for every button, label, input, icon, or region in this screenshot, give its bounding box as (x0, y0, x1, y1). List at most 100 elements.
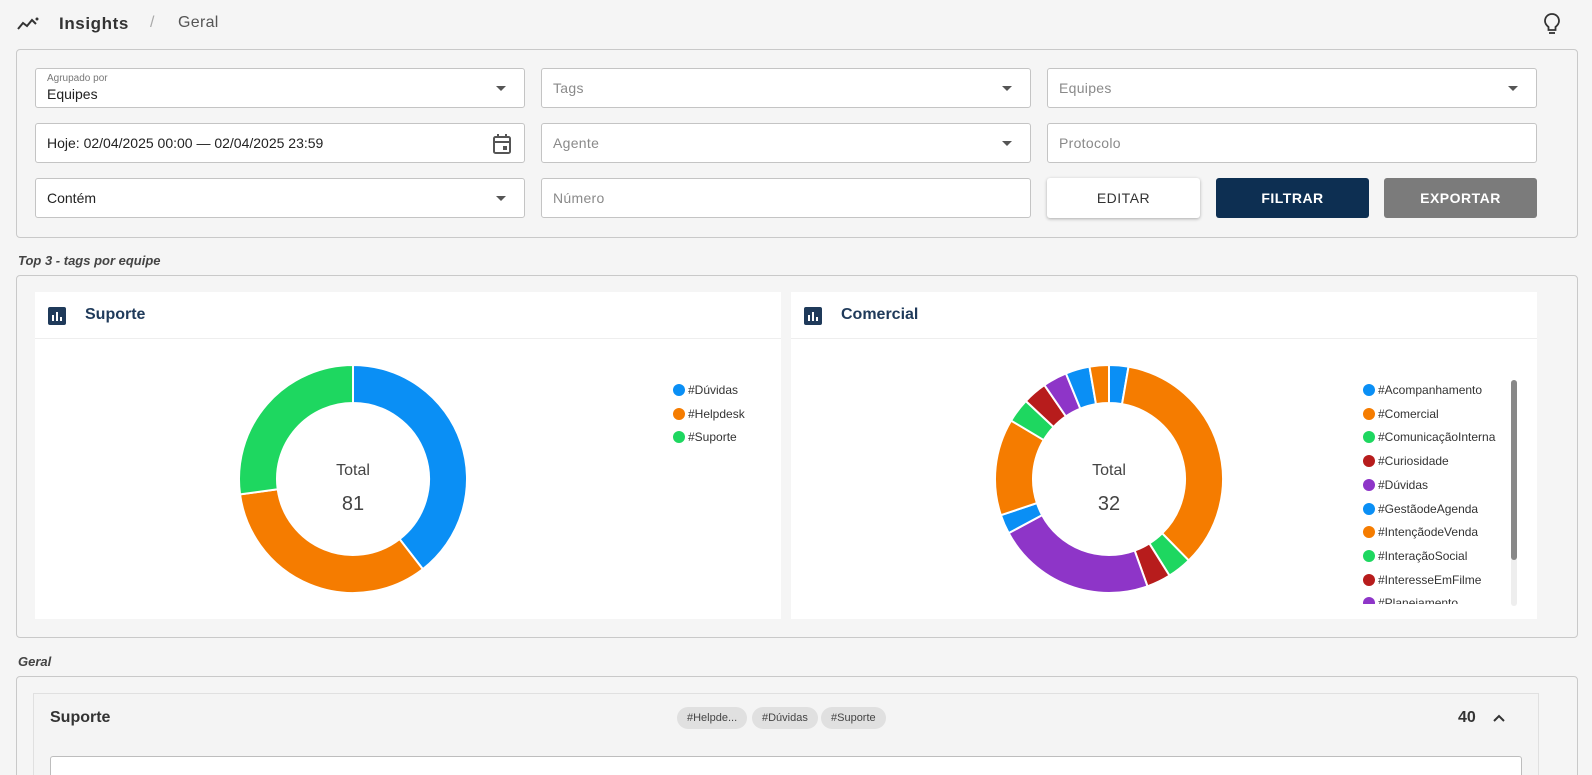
legend-swatch (1363, 455, 1375, 468)
match-mode-select[interactable]: Contém (35, 178, 525, 218)
top-bar: Insights / Geral (0, 0, 1592, 48)
legend-label: #Suporte (688, 430, 737, 445)
legend-label: #Helpdesk (688, 406, 745, 421)
calendar-icon[interactable] (492, 133, 512, 155)
page-title: Insights (59, 14, 129, 33)
legend-swatch (1363, 597, 1375, 604)
legend-swatch (1363, 549, 1375, 562)
donut-slice-2[interactable] (1120, 365, 1224, 562)
donut-chart-suporte: Total 81 (238, 363, 468, 594)
legend-label: #GestãodeAgenda (1378, 501, 1479, 516)
team-count: 40 (1458, 709, 1476, 726)
chart-card-header: Suporte (35, 292, 781, 339)
caret-down-icon (1002, 141, 1012, 146)
legend-label: #Planejamento (1378, 596, 1459, 604)
top3-section-label: Top 3 - tags por equipe (18, 253, 161, 268)
bar-chart-icon (48, 307, 66, 325)
chart-legend-scroll[interactable]: #Acompanhamento #Comercial #ComunicaçãoInt… (1363, 382, 1505, 604)
donut-center-label: Total (336, 462, 370, 479)
date-range-value: Hoje: 02/04/2025 00:00 — 02/04/2025 23:5… (47, 135, 324, 151)
tag-chip: #Helpde... (677, 707, 748, 729)
breadcrumb-separator: / (150, 14, 155, 31)
export-button[interactable]: EXPORTAR (1384, 178, 1537, 218)
legend-label: #Dúvidas (688, 383, 739, 397)
legend-item[interactable]: #ComunicaçãoInterna (1363, 429, 1495, 445)
legend-label: #Dúvidas (1378, 477, 1429, 492)
geral-section-label: Geral (18, 654, 52, 669)
filter-panel: Agrupado por Equipes Tags Equipes Hoje: … (16, 49, 1578, 238)
legend-scrollbar-thumb[interactable] (1511, 380, 1517, 560)
filter-button[interactable]: FILTRAR (1216, 178, 1369, 218)
trend-icon (17, 17, 39, 30)
number-input[interactable]: Número (541, 178, 1031, 218)
tags-select[interactable]: Tags (541, 68, 1031, 108)
legend-swatch (1363, 431, 1375, 444)
legend-item[interactable]: #Suporte (673, 429, 737, 445)
legend-item[interactable]: #Helpdesk (673, 406, 745, 422)
geral-panel: Suporte #Helpde... #Dúvidas #Suporte 40 (16, 676, 1578, 775)
caret-down-icon (496, 196, 506, 201)
legend-scrollbar[interactable] (1511, 380, 1517, 606)
tag-chip: #Suporte (821, 707, 886, 729)
chart-card-header: Comercial (791, 292, 1537, 339)
donut-slice-12[interactable] (1088, 363, 1110, 406)
donut-center-label: Total (1092, 462, 1126, 479)
team-row-suporte[interactable]: Suporte #Helpde... #Dúvidas #Suporte 40 (33, 693, 1539, 775)
teams-select[interactable]: Equipes (1047, 68, 1537, 108)
legend-label: #Curiosidade (1378, 454, 1449, 469)
legend-item[interactable]: #InteresseEmFilme (1363, 572, 1481, 588)
agent-placeholder: Agente (553, 135, 600, 151)
group-by-value: Equipes (47, 86, 98, 102)
legend-label: #IntençãodeVenda (1378, 525, 1479, 540)
legend-item[interactable]: #Dúvidas (1363, 477, 1428, 493)
legend-swatch (1363, 407, 1375, 420)
legend-label: #InteresseEmFilme (1378, 572, 1482, 587)
bar-chart-icon (804, 307, 822, 325)
lightbulb-icon[interactable] (1542, 12, 1562, 36)
agent-select[interactable]: Agente (541, 123, 1031, 163)
group-by-select[interactable]: Agrupado por Equipes (35, 68, 525, 108)
legend-swatch (1363, 526, 1375, 539)
legend-item[interactable]: #InteraçãoSocial (1363, 548, 1467, 564)
team-detail-box (50, 756, 1522, 775)
chart-legend: #Acompanhamento #Comercial #ComunicaçãoInt… (1363, 382, 1505, 604)
chart-title: Suporte (85, 306, 146, 323)
legend-label: #InteraçãoSocial (1378, 548, 1468, 563)
legend-label: #Comercial (1378, 406, 1439, 421)
legend-swatch (1363, 384, 1375, 396)
edit-button[interactable]: EDITAR (1047, 178, 1200, 218)
legend-item[interactable]: #GestãodeAgenda (1363, 501, 1478, 517)
caret-down-icon (1002, 86, 1012, 91)
date-range-field[interactable]: Hoje: 02/04/2025 00:00 — 02/04/2025 23:5… (35, 123, 525, 163)
donut-slice-5[interactable] (1007, 513, 1149, 594)
legend-item[interactable]: #Planejamento (1363, 595, 1458, 604)
group-by-label: Agrupado por (47, 73, 108, 84)
tag-chip: #Dúvidas (752, 707, 818, 729)
chart-title: Comercial (841, 306, 919, 323)
caret-down-icon (496, 86, 506, 91)
protocol-input[interactable]: Protocolo (1047, 123, 1537, 163)
donut-slice-2[interactable] (238, 488, 425, 594)
legend-swatch (1363, 478, 1375, 491)
tags-placeholder: Tags (553, 80, 584, 96)
legend-swatch (1363, 573, 1375, 586)
chart-card-suporte: Suporte Total 81 #Dúvidas #Helpdesk #Suport… (35, 292, 781, 619)
donut-chart-comercial: Total 32 (994, 363, 1224, 594)
legend-item[interactable]: #Curiosidade (1363, 453, 1449, 469)
donut-center-total: 81 (342, 493, 364, 515)
chart-card-comercial: Comercial Total 32 #Acompanhamento #Comerc… (791, 292, 1537, 619)
legend-swatch (673, 407, 685, 420)
number-placeholder: Número (553, 190, 605, 206)
legend-item[interactable]: #Comercial (1363, 406, 1439, 422)
donut-slice-1[interactable] (352, 363, 468, 571)
breadcrumb[interactable]: Geral (178, 14, 219, 31)
teams-placeholder: Equipes (1059, 80, 1112, 96)
chart-legend: #Dúvidas #Helpdesk #Suporte (673, 382, 783, 462)
legend-item[interactable]: #Dúvidas (673, 382, 738, 398)
chevron-up-icon[interactable] (1491, 712, 1507, 724)
legend-item[interactable]: #Acompanhamento (1363, 382, 1482, 398)
legend-item[interactable]: #IntençãodeVenda (1363, 524, 1478, 540)
donut-slice-3[interactable] (238, 363, 354, 496)
legend-label: #Acompanhamento (1378, 383, 1483, 397)
legend-swatch (1363, 502, 1375, 515)
